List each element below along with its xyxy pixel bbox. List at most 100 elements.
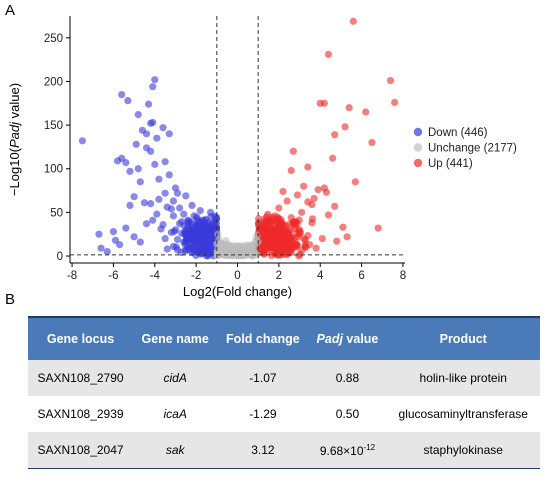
point-down (180, 238, 188, 246)
header-padj-value: Padj value (308, 316, 387, 360)
x-tick-label: -6 (108, 270, 118, 282)
legend-label: Up (441) (428, 158, 473, 170)
legend-label: Down (446) (428, 127, 488, 139)
point-down (192, 251, 200, 259)
cell-fold-change: -1.29 (217, 396, 309, 432)
point-up (295, 252, 303, 260)
point-down (186, 246, 194, 254)
point-down (147, 200, 155, 208)
table-header-row: Gene locus Gene name Fold change Padj va… (28, 316, 540, 360)
point-up (288, 234, 296, 242)
point-down (194, 246, 202, 254)
table-row: SAXN108_2047 sak 3.12 9.68×10-12 staphyl… (28, 432, 540, 469)
point-up (279, 187, 287, 196)
y-tick-label: 100 (44, 164, 63, 176)
x-tick-label: -4 (150, 270, 161, 282)
x-tick-label: -8 (67, 270, 77, 282)
x-tick-label: -2 (191, 270, 201, 282)
point-up (351, 178, 359, 186)
point-down (116, 241, 124, 249)
point-down (173, 235, 182, 244)
header-gene-locus: Gene locus (28, 316, 134, 360)
point-down (118, 90, 126, 99)
point-down (196, 207, 204, 215)
point-up (322, 188, 331, 196)
point-up (287, 166, 295, 175)
point-down (149, 118, 157, 127)
point-up (331, 131, 339, 139)
point-up (287, 248, 295, 257)
cell-gene-name: icaA (133, 396, 218, 432)
point-down (161, 158, 169, 166)
cell-fold-change: 3.12 (217, 432, 309, 469)
point-unchange (222, 241, 230, 249)
point-up (308, 219, 316, 227)
cell-locus: SAXN108_2939 (28, 396, 134, 432)
point-down (194, 231, 202, 239)
point-down (198, 216, 206, 224)
point-up (304, 232, 312, 240)
cell-padj: 0.50 (308, 396, 387, 432)
point-up (277, 236, 285, 244)
point-up (293, 241, 302, 250)
gene-table: Gene locus Gene name Fold change Padj va… (28, 316, 540, 469)
point-down (149, 83, 157, 91)
point-up (295, 230, 304, 238)
point-up (308, 200, 316, 209)
point-up (329, 154, 337, 162)
point-down (182, 192, 190, 200)
point-down (192, 224, 200, 232)
y-tick-label: 50 (50, 207, 63, 219)
cell-padj: 9.68×10-12 (308, 432, 387, 469)
table-row: SAXN108_2790 cidA -1.07 0.88 holin-like … (28, 360, 540, 396)
point-up (343, 233, 351, 241)
point-down (180, 210, 188, 218)
point-down (202, 226, 211, 234)
point-up (273, 245, 281, 253)
point-up (331, 202, 339, 210)
point-down (130, 233, 138, 241)
point-down (165, 171, 173, 179)
legend-marker (413, 143, 423, 152)
header-product: Product (386, 316, 540, 360)
point-down (126, 201, 134, 209)
y-axis-title: −Log10(Padj value) (7, 83, 22, 196)
point-up (314, 186, 322, 194)
point-down (134, 111, 142, 119)
point-up (339, 223, 347, 231)
point-up (349, 17, 357, 25)
point-unchange (245, 241, 253, 250)
point-down (209, 219, 217, 227)
point-down (134, 165, 142, 173)
point-up (289, 147, 297, 155)
point-down (78, 137, 87, 145)
panel-label-a: A (5, 2, 16, 19)
volcano-plot: -8 -6 -4 -2 0 2 4 6 8 0 50 100 150 200 250 Log2(Fold ch… (7, 16, 517, 299)
point-down (151, 76, 159, 84)
point-down (149, 216, 157, 224)
cell-product: holin-like protein (386, 360, 540, 396)
cell-product: glucosaminyltransferase (386, 396, 540, 432)
point-down (144, 100, 153, 108)
point-up (266, 234, 275, 242)
point-up (258, 229, 266, 237)
point-down (169, 242, 177, 251)
point-down (159, 220, 167, 229)
point-up (374, 224, 382, 232)
data-points (78, 17, 399, 260)
point-up (285, 240, 293, 248)
cell-product: staphylokinase (386, 432, 540, 469)
point-down (147, 147, 155, 155)
x-tick-label: 2 (276, 270, 282, 282)
point-down (136, 178, 144, 186)
y-axis-title-italic: Padj (7, 121, 22, 148)
point-down (95, 230, 103, 238)
cell-gene-name: cidA (133, 360, 218, 396)
point-down (175, 204, 184, 212)
point-down (142, 220, 151, 228)
point-up (293, 191, 302, 199)
point-up (271, 212, 279, 220)
point-up (302, 243, 310, 251)
point-down (155, 175, 163, 183)
y-tick-label: 250 (44, 33, 63, 45)
